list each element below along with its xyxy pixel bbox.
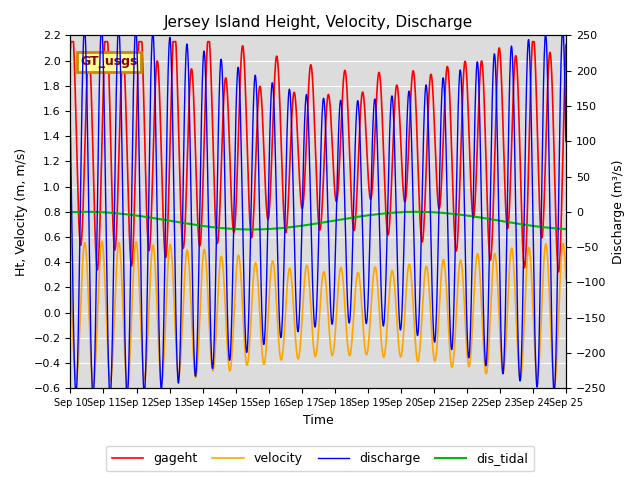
gageht — [504, 226, 511, 231]
velocity — [165, 246, 173, 252]
Line: velocity: velocity — [70, 241, 566, 385]
velocity — [562, 276, 570, 281]
discharge — [67, 127, 74, 132]
discharge — [165, 39, 173, 45]
velocity — [90, 383, 97, 388]
discharge — [177, 294, 185, 300]
Y-axis label: Discharge (m³/s): Discharge (m³/s) — [612, 159, 625, 264]
gageht — [460, 71, 467, 76]
dis_tidal — [165, 218, 173, 224]
velocity — [504, 302, 511, 308]
velocity — [396, 348, 403, 354]
X-axis label: Time: Time — [303, 414, 333, 427]
velocity — [460, 294, 468, 300]
gageht — [562, 42, 570, 48]
gageht — [555, 269, 563, 275]
dis_tidal — [248, 227, 255, 232]
discharge — [460, 181, 468, 187]
discharge — [396, 315, 403, 321]
gageht — [177, 212, 185, 217]
dis_tidal — [83, 209, 90, 215]
discharge — [115, 24, 122, 30]
discharge — [106, 394, 114, 400]
dis_tidal — [562, 226, 570, 232]
Text: GT_usgs: GT_usgs — [80, 55, 138, 68]
gageht — [67, 46, 74, 52]
gageht — [395, 100, 403, 106]
discharge — [504, 178, 511, 184]
dis_tidal — [504, 219, 511, 225]
Line: dis_tidal: dis_tidal — [70, 212, 566, 229]
Y-axis label: Ht, Velocity (m, m/s): Ht, Velocity (m, m/s) — [15, 148, 28, 276]
dis_tidal — [460, 212, 468, 218]
gageht — [165, 186, 173, 192]
Line: gageht: gageht — [70, 42, 566, 272]
discharge — [562, 139, 570, 144]
dis_tidal — [396, 209, 403, 215]
Legend: gageht, velocity, discharge, dis_tidal: gageht, velocity, discharge, dis_tidal — [106, 446, 534, 471]
discharge — [233, 85, 241, 91]
Title: Jersey Island Height, Velocity, Discharge: Jersey Island Height, Velocity, Discharg… — [164, 15, 473, 30]
dis_tidal — [177, 220, 185, 226]
velocity — [233, 264, 241, 270]
dis_tidal — [232, 226, 240, 232]
velocity — [67, 271, 74, 277]
gageht — [67, 39, 75, 45]
gageht — [232, 195, 240, 201]
Line: discharge: discharge — [70, 27, 566, 397]
dis_tidal — [67, 209, 74, 215]
velocity — [177, 347, 185, 352]
velocity — [98, 239, 106, 244]
